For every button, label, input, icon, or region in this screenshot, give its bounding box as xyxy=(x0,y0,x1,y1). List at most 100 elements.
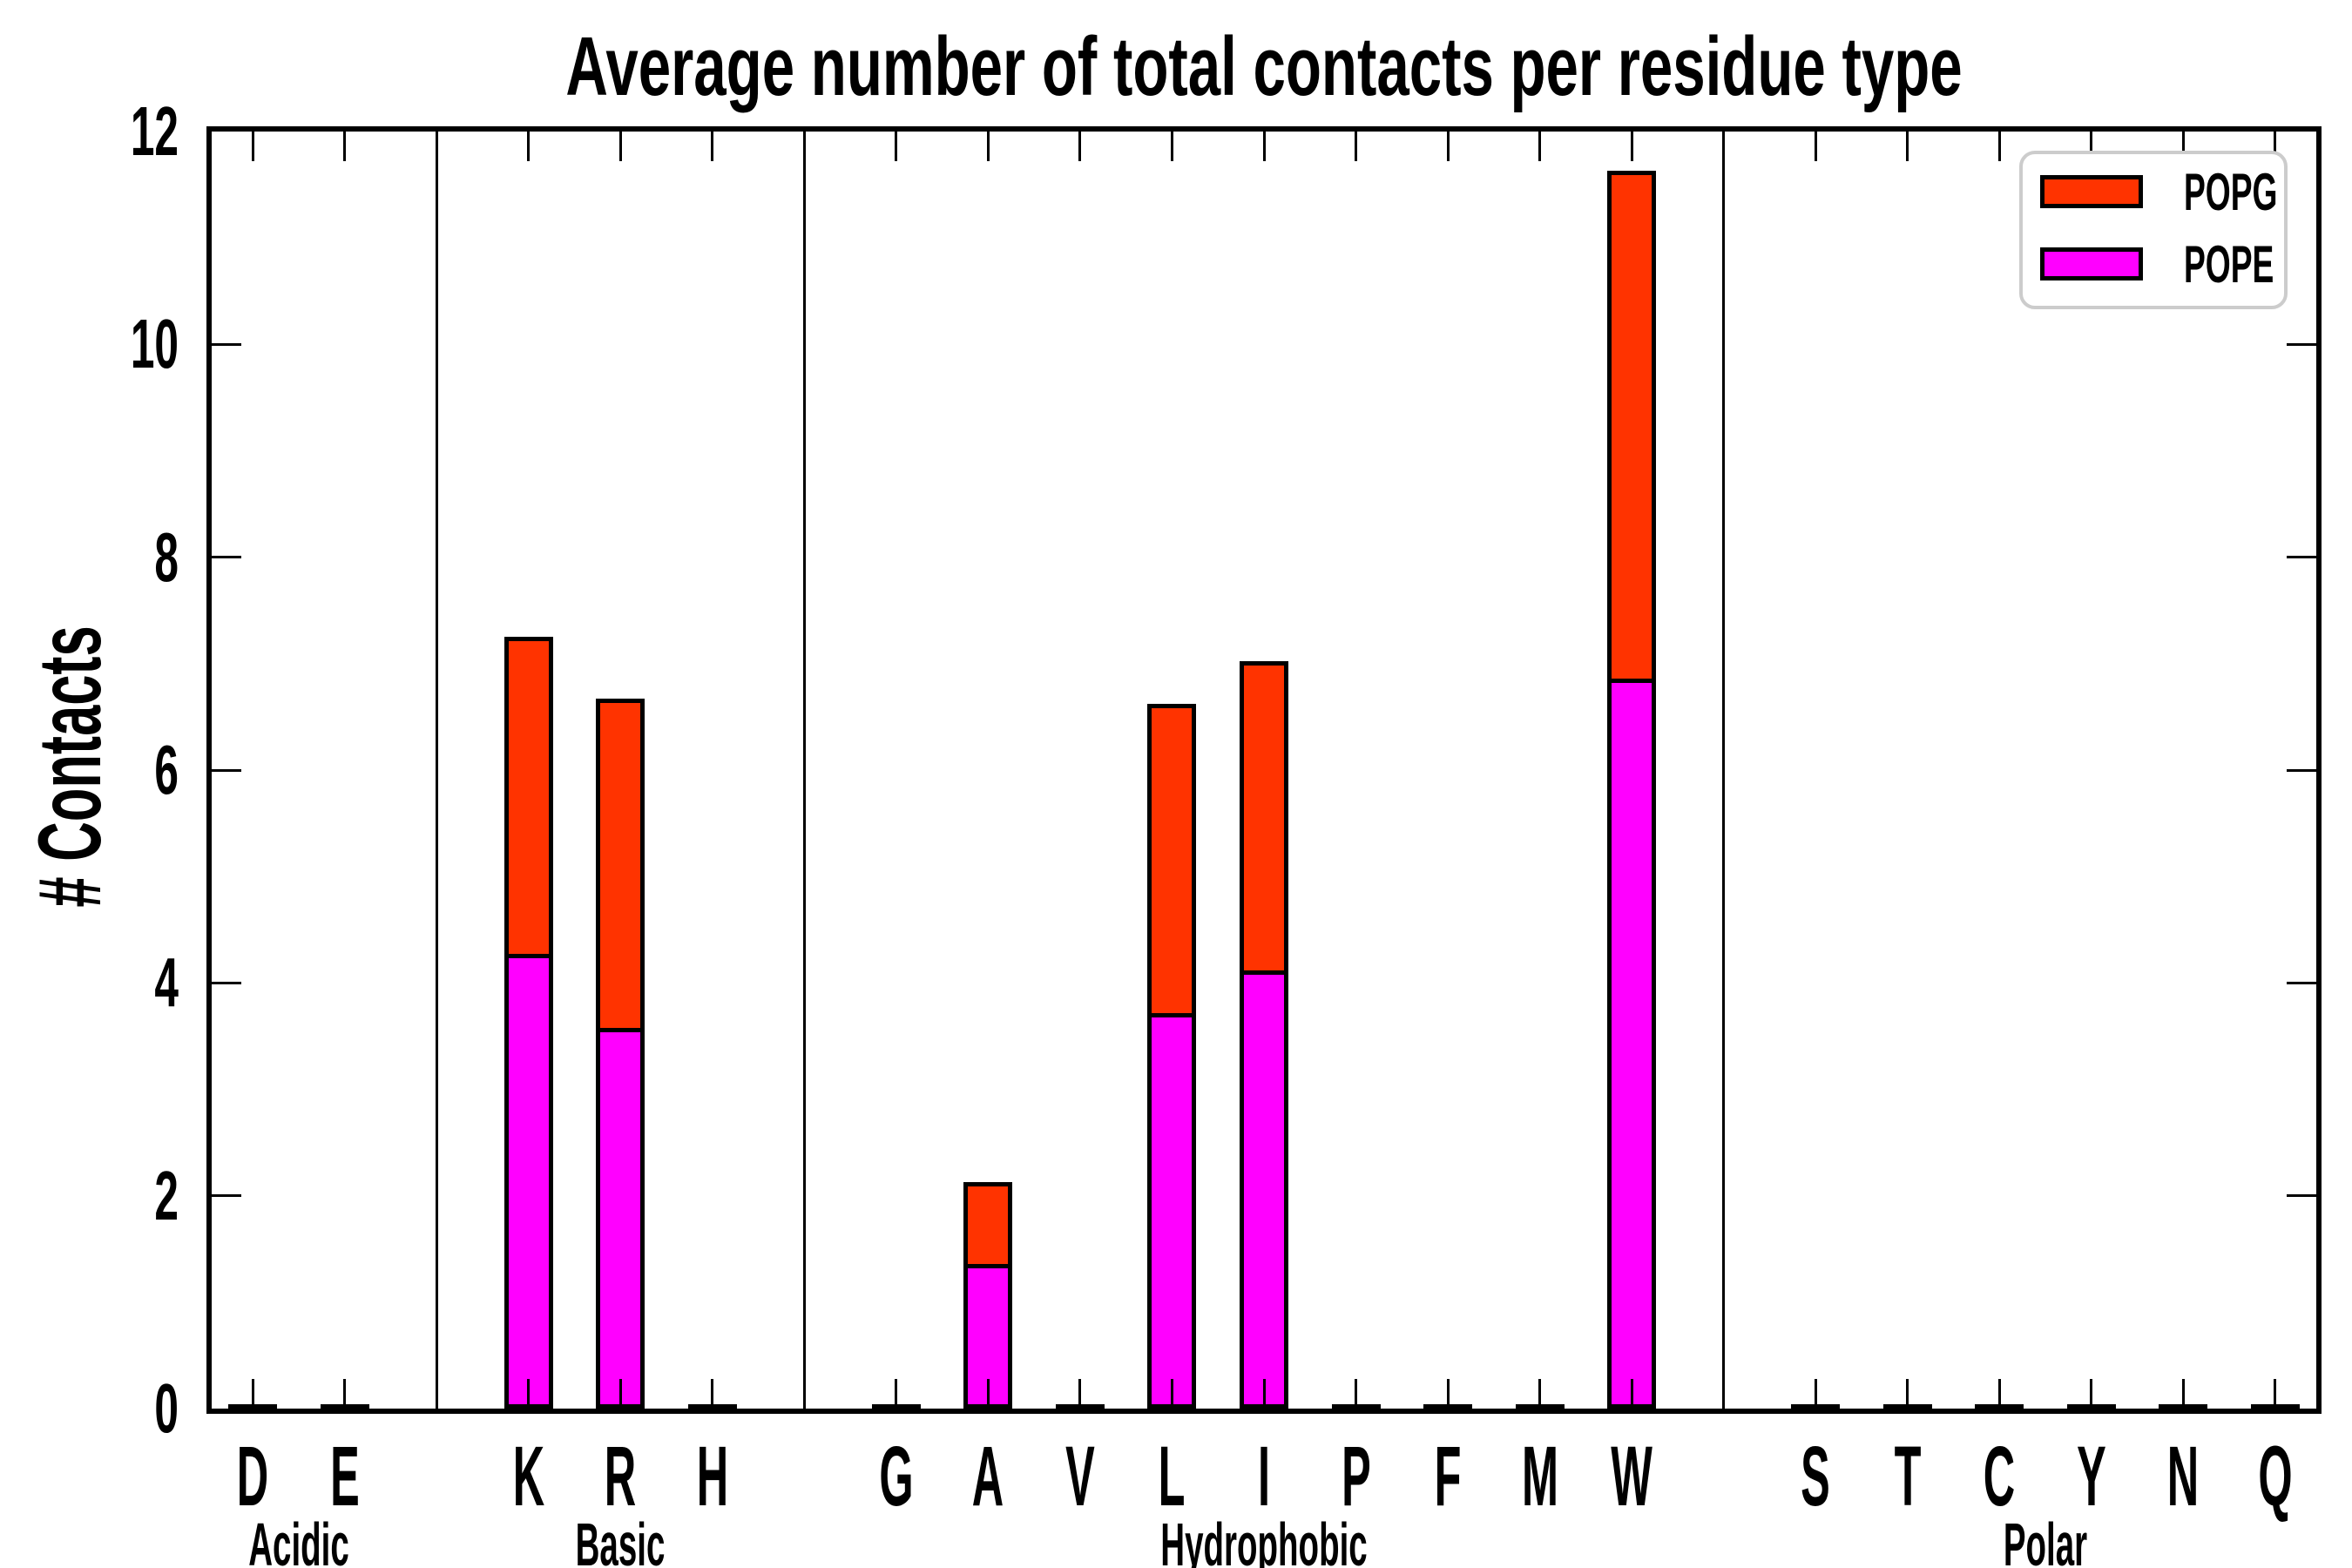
legend-swatch-popg xyxy=(2040,175,2143,208)
x-tick-bottom-R xyxy=(618,1379,622,1409)
x-tick-label-Q: Q xyxy=(2257,1429,2293,1524)
x-tick-top-L xyxy=(1170,132,1173,161)
x-tick-label-L: L xyxy=(1159,1429,1186,1524)
x-tick-top-C xyxy=(1997,132,2001,161)
x-tick-label-A: A xyxy=(972,1429,1004,1524)
x-tick-top-E xyxy=(343,132,347,161)
y-tick-left-4 xyxy=(212,981,241,984)
bar-L-pope xyxy=(1147,1013,1197,1409)
x-tick-bottom-L xyxy=(1170,1379,1173,1409)
x-tick-bottom-T xyxy=(1906,1379,1909,1409)
x-tick-label-M: M xyxy=(1521,1429,1558,1524)
x-tick-bottom-G xyxy=(895,1379,898,1409)
bars xyxy=(212,132,2316,1409)
group-label-basic: Basic xyxy=(576,1511,666,1568)
x-tick-label-P: P xyxy=(1341,1429,1371,1524)
bar-I-pope xyxy=(1240,970,1288,1409)
x-tick-top-G xyxy=(895,132,898,161)
bar-I-popg xyxy=(1240,661,1288,975)
y-tick-right-10 xyxy=(2287,342,2316,346)
legend-label-pope: POPE xyxy=(2184,235,2274,294)
bar-L-popg xyxy=(1147,704,1197,1017)
legend-swatch-pope xyxy=(2040,247,2143,280)
y-tick-label-4: 4 xyxy=(154,943,179,1022)
legend: POPG POPE xyxy=(2019,151,2288,309)
y-tick-label-6: 6 xyxy=(154,731,179,808)
y-tick-label-12: 12 xyxy=(130,92,179,170)
x-tick-top-I xyxy=(1262,132,1266,161)
group-separators xyxy=(212,132,2316,1409)
y-tick-left-10 xyxy=(212,342,241,346)
x-tick-label-V: V xyxy=(1065,1429,1095,1524)
x-tick-label-H: H xyxy=(696,1429,729,1524)
y-tick-label-8: 8 xyxy=(154,517,179,596)
x-tick-bottom-N xyxy=(2181,1379,2185,1409)
x-tick-bottom-C xyxy=(1997,1379,2001,1409)
y-tick-right-6 xyxy=(2287,768,2316,772)
x-tick-label-I: I xyxy=(1257,1429,1271,1524)
bar-W-pope xyxy=(1607,679,1656,1409)
x-tick-top-D xyxy=(251,132,254,161)
y-tick-right-8 xyxy=(2287,556,2316,559)
x-tick-top-Y xyxy=(2090,132,2093,161)
x-tick-label-G: G xyxy=(879,1429,914,1524)
y-tick-label-10: 10 xyxy=(130,305,179,383)
axis-ticks xyxy=(212,132,2316,1409)
bar-R-popg xyxy=(596,699,645,1032)
x-tick-top-N xyxy=(2181,132,2185,161)
x-tick-top-W xyxy=(1630,132,1633,161)
chart-title: Average number of total contacts per res… xyxy=(565,20,1963,113)
x-tick-bottom-I xyxy=(1262,1379,1266,1409)
x-tick-top-F xyxy=(1446,132,1450,161)
x-tick-top-T xyxy=(1906,132,1909,161)
x-tick-top-S xyxy=(1814,132,1817,161)
x-tick-top-P xyxy=(1355,132,1357,161)
y-tick-right-2 xyxy=(2287,1194,2316,1198)
x-tick-bottom-F xyxy=(1446,1379,1450,1409)
bar-W-popg xyxy=(1607,171,1656,683)
x-tick-label-T: T xyxy=(1894,1429,1921,1524)
x-tick-label-D: D xyxy=(237,1429,269,1524)
y-tick-right-4 xyxy=(2287,981,2316,984)
group-label-polar: Polar xyxy=(2003,1511,2087,1568)
x-tick-label-W: W xyxy=(1611,1429,1652,1524)
x-tick-top-A xyxy=(986,132,990,161)
group-label-acidic: Acidic xyxy=(248,1511,349,1568)
x-tick-bottom-H xyxy=(711,1379,714,1409)
x-tick-bottom-K xyxy=(527,1379,531,1409)
y-tick-label-2: 2 xyxy=(154,1156,179,1234)
bar-A-popg xyxy=(963,1182,1013,1268)
bar-K-pope xyxy=(504,954,553,1409)
x-tick-top-H xyxy=(711,132,714,161)
x-tick-top-M xyxy=(1538,132,1541,161)
x-tick-label-F: F xyxy=(1434,1429,1462,1524)
x-tick-label-R: R xyxy=(605,1429,637,1524)
x-tick-bottom-V xyxy=(1078,1379,1082,1409)
x-tick-bottom-A xyxy=(986,1379,990,1409)
y-tick-left-2 xyxy=(212,1194,241,1198)
x-tick-top-Q xyxy=(2274,132,2277,161)
x-tick-bottom-D xyxy=(251,1379,254,1409)
x-tick-bottom-E xyxy=(343,1379,347,1409)
group-separator xyxy=(802,132,806,1409)
x-tick-bottom-Y xyxy=(2090,1379,2093,1409)
x-tick-label-Y: Y xyxy=(2076,1429,2106,1524)
group-separator xyxy=(1722,132,1725,1409)
x-tick-label-K: K xyxy=(512,1429,545,1524)
x-tick-bottom-P xyxy=(1355,1379,1357,1409)
x-tick-label-C: C xyxy=(1983,1429,2016,1524)
x-tick-bottom-Q xyxy=(2274,1379,2277,1409)
x-tick-bottom-W xyxy=(1630,1379,1633,1409)
x-tick-label-N: N xyxy=(2166,1429,2200,1524)
x-tick-label-E: E xyxy=(330,1429,360,1524)
y-tick-label-0: 0 xyxy=(154,1369,179,1447)
x-tick-bottom-S xyxy=(1814,1379,1817,1409)
group-separator xyxy=(435,132,438,1409)
group-label-hydrophobic: Hydrophobic xyxy=(1160,1511,1368,1568)
legend-label-popg: POPG xyxy=(2184,163,2278,221)
y-tick-left-6 xyxy=(212,768,241,772)
x-tick-bottom-M xyxy=(1538,1379,1541,1409)
x-tick-label-S: S xyxy=(1801,1429,1830,1524)
x-tick-top-R xyxy=(618,132,622,161)
